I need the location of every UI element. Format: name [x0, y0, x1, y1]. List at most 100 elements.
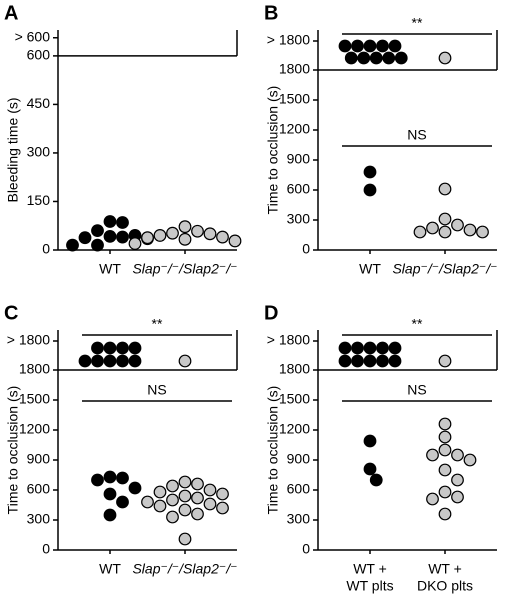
- y-tick-label: 600: [287, 181, 311, 197]
- data-point: [426, 492, 439, 506]
- data-point: [103, 230, 117, 243]
- data-point: [153, 499, 167, 513]
- data-point: [388, 341, 402, 355]
- data-point: [363, 462, 377, 476]
- data-point: [438, 443, 452, 457]
- y-tick-label: 0: [302, 541, 310, 557]
- data-point: [451, 490, 464, 504]
- x-tick-label: WT plts: [346, 578, 393, 594]
- y-tick-label: 1800: [279, 361, 310, 377]
- data-point: [463, 453, 477, 467]
- y-axis-label: Bleeding time (s): [5, 97, 21, 202]
- data-point: [438, 225, 452, 239]
- data-point: [451, 473, 464, 487]
- data-point: [78, 231, 92, 245]
- data-point: [116, 471, 129, 485]
- y-tick-label: 900: [287, 151, 311, 167]
- data-point: [91, 354, 104, 368]
- panel: C Time to occlusion (s) 0 300 600 900 1200 1500…: [4, 302, 238, 577]
- data-point: [203, 483, 217, 497]
- data-point: [103, 470, 117, 484]
- data-point: [438, 212, 452, 226]
- data-point: [438, 417, 452, 431]
- data-point: [128, 237, 142, 250]
- y-tick-label: 1200: [279, 421, 310, 437]
- data-point: [363, 434, 377, 448]
- data-point: [338, 39, 352, 53]
- data-point: [141, 231, 154, 245]
- data-point: [376, 341, 389, 355]
- data-point: [426, 221, 439, 235]
- y-tick-label: 300: [287, 511, 311, 527]
- data-point: [153, 485, 167, 499]
- y-tick-label: > 600: [15, 28, 51, 44]
- data-point: [116, 354, 129, 368]
- data-point: [166, 479, 179, 493]
- data-point: [376, 354, 389, 368]
- data-point: [426, 448, 439, 462]
- y-tick-label: 150: [27, 192, 51, 208]
- data-point: [216, 487, 229, 501]
- data-point: [363, 183, 377, 197]
- data-point: [363, 165, 377, 179]
- significance-label: **: [412, 15, 423, 31]
- data-point: [463, 223, 477, 237]
- data-point: [178, 532, 192, 546]
- y-tick-label: 1800: [279, 61, 310, 77]
- significance-label: NS: [407, 382, 426, 398]
- data-point: [66, 238, 79, 252]
- data-point: [78, 354, 92, 368]
- data-point: [178, 232, 192, 246]
- data-point: [351, 341, 364, 355]
- data-point: [438, 430, 452, 444]
- x-tick-label: WT +: [353, 561, 387, 577]
- y-tick-label: > 1800: [7, 332, 50, 348]
- data-point: [141, 495, 154, 509]
- data-point: [166, 226, 179, 240]
- data-point: [191, 507, 204, 521]
- panel-label: B: [264, 2, 278, 24]
- significance-label: NS: [147, 382, 166, 398]
- data-point: [178, 489, 192, 503]
- x-tick-label: Slap⁻/⁻/Slap2⁻/⁻: [132, 261, 237, 277]
- data-point: [116, 495, 129, 509]
- y-tick-label: 600: [287, 481, 311, 497]
- y-tick-label: 0: [42, 541, 50, 557]
- data-point: [338, 341, 352, 355]
- y-tick-label: 1500: [279, 91, 310, 107]
- data-point: [438, 182, 452, 196]
- panel-label: A: [4, 2, 18, 24]
- significance-label: **: [152, 316, 163, 332]
- data-point: [191, 224, 204, 238]
- y-tick-label: 1500: [19, 391, 50, 407]
- y-tick-label: 0: [42, 241, 50, 257]
- y-tick-label: 600: [27, 481, 51, 497]
- panel: A Bleeding time (s) 0 150 300 450 600 > 600 WT Sl…: [4, 2, 242, 277]
- data-point: [103, 215, 117, 228]
- x-tick-label: DKO plts: [417, 578, 473, 594]
- data-point: [451, 448, 464, 462]
- data-point: [438, 507, 452, 521]
- x-tick-label: WT: [99, 261, 121, 277]
- data-point: [388, 354, 402, 368]
- panel: B Time to occlusion (s) 0 300 600 900 1200 1500…: [264, 2, 498, 277]
- data-point: [344, 51, 358, 65]
- data-point: [363, 39, 377, 53]
- data-point: [438, 485, 452, 499]
- data-point: [438, 51, 452, 65]
- x-tick-label: WT: [359, 261, 381, 277]
- y-tick-label: 300: [27, 144, 51, 160]
- data-point: [116, 216, 129, 229]
- data-point: [178, 354, 192, 368]
- data-point: [357, 51, 371, 65]
- data-point: [103, 341, 117, 355]
- y-tick-label: 1200: [279, 121, 310, 137]
- data-point: [369, 473, 383, 487]
- data-point: [438, 354, 452, 368]
- x-tick-label: Slap⁻/⁻/Slap2⁻/⁻: [392, 261, 497, 277]
- data-point: [376, 39, 389, 53]
- y-axis-label: Time to occlusion (s): [265, 86, 281, 215]
- y-tick-label: 0: [302, 241, 310, 257]
- data-point: [476, 225, 489, 239]
